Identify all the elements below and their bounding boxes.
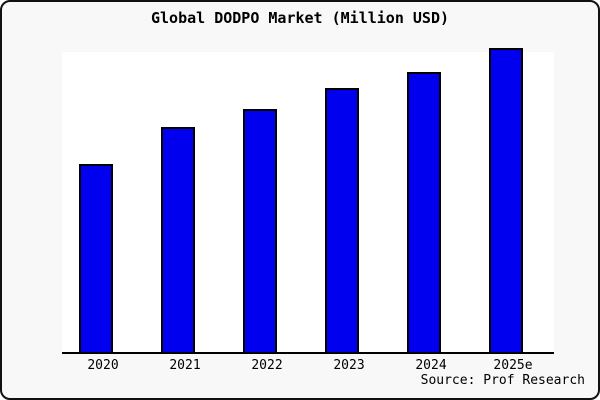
x-tick-label-2022: 2022 (251, 358, 283, 373)
bar-2020 (79, 164, 113, 352)
x-tick-label-2024: 2024 (415, 358, 447, 373)
chart-title: Global DODPO Market (Million USD) (150, 9, 449, 27)
bar-2023 (325, 88, 359, 352)
bar-2024 (407, 72, 441, 352)
bar-2022 (243, 109, 277, 352)
x-tick-label-2023: 2023 (333, 358, 365, 373)
x-tick-label-2020: 2020 (87, 358, 119, 373)
bar-2025e (489, 48, 523, 352)
bar-2021 (161, 127, 195, 352)
source-caption: Source: Prof Research (420, 373, 585, 388)
plot-area (62, 48, 554, 354)
x-axis-labels: 2020 2021 2022 2023 2024 2025e (62, 358, 554, 374)
x-tick-label-2025e: 2025e (493, 358, 533, 373)
x-tick-label-2021: 2021 (169, 358, 201, 373)
